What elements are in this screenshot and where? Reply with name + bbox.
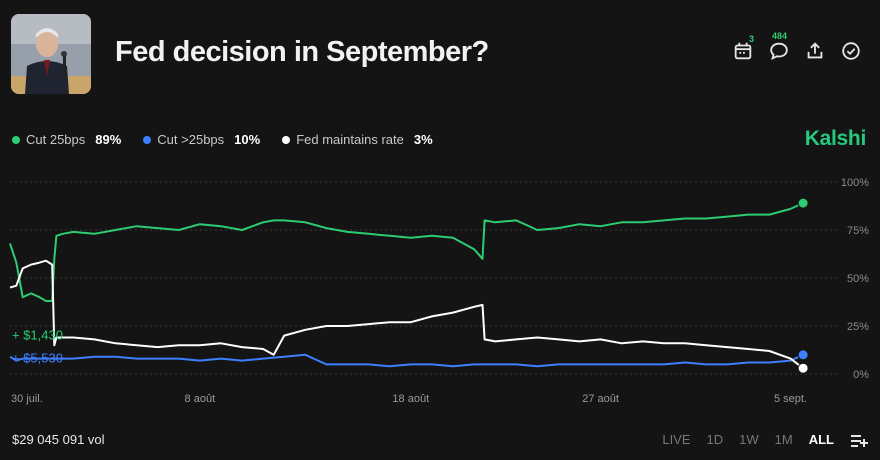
- list-add-icon: [851, 435, 868, 447]
- legend-value: 3%: [413, 132, 433, 147]
- x-tick-label: 30 juil.: [11, 393, 43, 405]
- y-tick-label: 0%: [853, 369, 869, 381]
- legend-dot: [143, 135, 152, 144]
- x-tick-label: 8 août: [185, 393, 216, 405]
- range-1w[interactable]: 1W: [739, 432, 759, 447]
- range-1d[interactable]: 1D: [706, 432, 724, 447]
- comments-badge: 484: [772, 31, 788, 41]
- resolve-button[interactable]: [840, 40, 862, 64]
- chart-settings-button[interactable]: [850, 432, 868, 448]
- comments-button[interactable]: 484: [768, 31, 790, 64]
- comment-icon: [770, 42, 788, 61]
- series-line: [9, 259, 804, 369]
- calendar-button[interactable]: 3: [732, 34, 754, 64]
- share-button[interactable]: [804, 40, 826, 64]
- toolbar: 3 484: [732, 31, 862, 64]
- range-live[interactable]: LIVE: [662, 432, 691, 447]
- legend-value: 10%: [234, 132, 261, 147]
- x-tick-label: 18 août: [392, 393, 429, 405]
- share-icon: [807, 42, 823, 59]
- range-1m[interactable]: 1M: [774, 432, 793, 447]
- series-line: [9, 353, 804, 368]
- series-endpoint: [797, 362, 809, 374]
- x-axis-labels: 30 juil. 8 août 18 août 27 août 5 sept.: [11, 393, 807, 405]
- calendar-icon: [734, 42, 752, 60]
- legend-label: Cut 25bps: [26, 132, 86, 147]
- legend-dot: [282, 135, 291, 144]
- range-all[interactable]: ALL: [808, 432, 834, 447]
- series-endpoint: [797, 349, 809, 361]
- calendar-badge: 3: [749, 34, 755, 44]
- legend-item-cut-over-25[interactable]: Cut >25bps 10%: [143, 132, 260, 147]
- x-tick-label: 27 août: [582, 393, 619, 405]
- series-line: [9, 202, 804, 302]
- y-tick-label: 25%: [847, 321, 869, 333]
- check-circle-icon: [842, 42, 860, 60]
- legend-item-maintain[interactable]: Fed maintains rate 3%: [282, 132, 433, 147]
- legend-dot: [12, 135, 20, 144]
- annotation-label: + $5,530: [12, 350, 63, 365]
- volume-label: $29 045 091 vol: [12, 432, 105, 447]
- brand-logo: Kalshi: [804, 127, 867, 150]
- chart-annotations: + $1,430 + $5,530: [12, 327, 63, 365]
- x-tick-label: 5 sept.: [774, 393, 807, 405]
- chart-grid: 100% 75% 50% 25% 0%: [10, 177, 869, 381]
- legend-value: 89%: [95, 132, 122, 147]
- series-endpoint: [797, 197, 809, 209]
- chart-legend: Cut 25bps 89% Cut >25bps 10% Fed maintai…: [12, 132, 433, 147]
- price-chart[interactable]: 100% 75% 50% 25% 0% 30 juil. 8 août 18 août 27 …: [0, 170, 880, 410]
- legend-label: Cut >25bps: [157, 132, 225, 147]
- y-tick-label: 75%: [847, 225, 869, 237]
- annotation-label: + $1,430: [12, 327, 63, 342]
- market-thumbnail: [11, 14, 91, 94]
- y-tick-label: 50%: [847, 273, 869, 285]
- chart-series: [9, 197, 809, 374]
- range-selector: LIVE 1D 1W 1M ALL: [662, 432, 868, 448]
- speaker-portrait: [11, 14, 91, 94]
- legend-label: Fed maintains rate: [296, 132, 404, 147]
- market-title: Fed decision in September?: [115, 36, 489, 68]
- y-tick-label: 100%: [841, 177, 869, 189]
- legend-item-cut-25[interactable]: Cut 25bps 89%: [12, 132, 121, 147]
